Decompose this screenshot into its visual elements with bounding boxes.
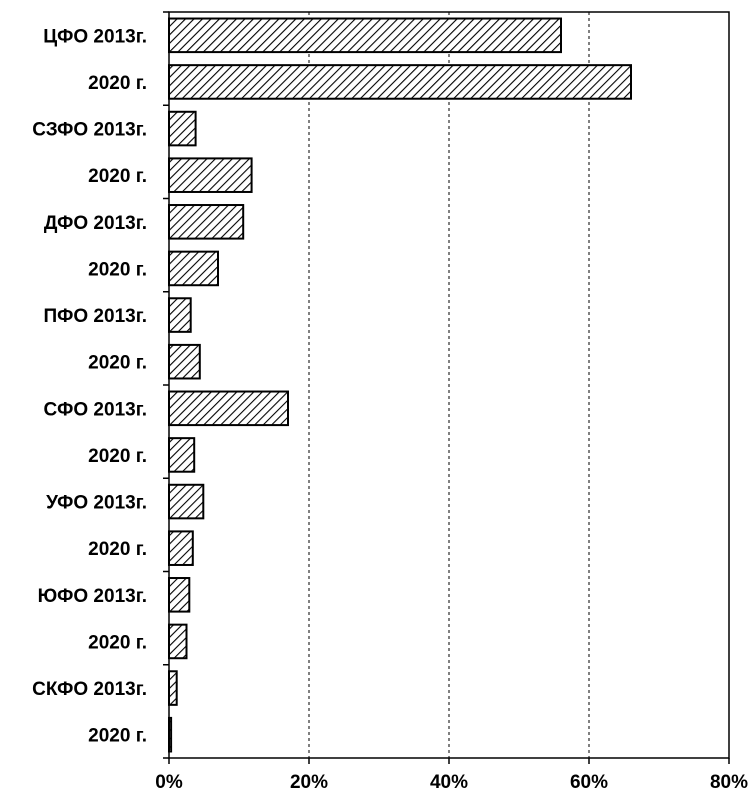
category-label-15: 2020 г. bbox=[88, 726, 147, 747]
category-label-6: ПФО 2013г. bbox=[44, 306, 148, 327]
category-label-2: СЗФО 2013г. bbox=[32, 120, 147, 141]
bar-4 bbox=[168, 204, 245, 240]
bar-8 bbox=[168, 390, 289, 427]
bar-5 bbox=[168, 250, 219, 287]
category-label-14: СКФО 2013г. bbox=[32, 679, 147, 700]
category-label-1: 2020 г. bbox=[88, 73, 147, 94]
x-tick-label-80: 80% bbox=[710, 772, 748, 793]
category-label-10: УФО 2013г. bbox=[46, 493, 147, 514]
bar-11 bbox=[168, 530, 194, 566]
category-labels: ЦФО 2013г. 2020 г. СЗФО 2013г. 2020 г. ДФО 2… bbox=[32, 26, 147, 746]
category-label-5: 2020 г. bbox=[88, 259, 147, 280]
category-label-13: 2020 г. bbox=[88, 632, 147, 653]
category-label-7: 2020 г. bbox=[88, 353, 147, 374]
bar-9 bbox=[168, 437, 196, 473]
x-tick-label-0: 0% bbox=[155, 772, 183, 793]
bar-3 bbox=[168, 157, 253, 193]
category-label-8: СФО 2013г. bbox=[43, 399, 147, 420]
category-label-4: ДФО 2013г. bbox=[44, 213, 147, 234]
category-label-0: ЦФО 2013г. bbox=[43, 26, 147, 47]
x-tick-labels: 0% 20% 40% 60% 80% bbox=[155, 772, 748, 793]
bar-12 bbox=[168, 577, 191, 613]
bar-14 bbox=[168, 670, 178, 706]
bar-7 bbox=[168, 343, 201, 380]
bar-10 bbox=[168, 483, 205, 520]
bars bbox=[168, 17, 632, 753]
category-label-3: 2020 г. bbox=[88, 166, 147, 187]
axes bbox=[163, 11, 730, 764]
bar-6 bbox=[168, 297, 192, 333]
bar-1 bbox=[168, 64, 632, 100]
x-tick-label-60: 60% bbox=[570, 772, 608, 793]
category-label-12: ЮФО 2013г. bbox=[38, 586, 147, 607]
bar-13 bbox=[168, 623, 188, 660]
bar-0 bbox=[168, 17, 562, 54]
x-tick-label-20: 20% bbox=[290, 772, 328, 793]
category-label-11: 2020 г. bbox=[88, 539, 147, 560]
category-label-9: 2020 г. bbox=[88, 446, 147, 467]
gridlines bbox=[308, 12, 590, 758]
bar-2 bbox=[168, 110, 197, 147]
x-tick-label-40: 40% bbox=[430, 772, 468, 793]
